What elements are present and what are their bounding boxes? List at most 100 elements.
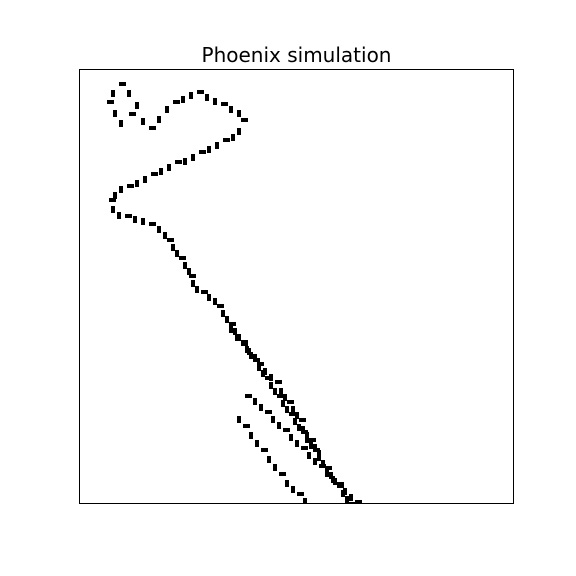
simulation-cell	[271, 416, 275, 423]
simulation-cell	[289, 434, 293, 441]
simulation-cell	[207, 294, 211, 301]
simulation-cell	[303, 498, 307, 503]
simulation-cell	[183, 158, 187, 165]
simulation-cell	[291, 486, 295, 493]
simulation-cell	[215, 142, 219, 149]
simulation-cell	[249, 432, 253, 439]
simulation-cell	[111, 90, 115, 97]
simulation-cell	[141, 218, 145, 225]
simulation-cell	[159, 168, 163, 175]
simulation-cell	[119, 82, 126, 86]
simulation-cell	[309, 442, 313, 449]
simulation-cell	[231, 134, 235, 141]
simulation-cell	[229, 106, 233, 113]
simulation-cell	[247, 348, 251, 355]
simulation-cell	[337, 484, 344, 488]
simulation-cell	[295, 440, 299, 447]
simulation-cell	[249, 352, 253, 359]
simulation-cell	[149, 126, 156, 130]
simulation-cell	[337, 482, 344, 486]
simulation-cell	[173, 100, 180, 104]
simulation-cell	[273, 464, 277, 471]
simulation-cell	[313, 444, 317, 451]
simulation-cell	[309, 438, 316, 442]
simulation-cell	[221, 310, 225, 317]
simulation-cell	[157, 226, 161, 233]
simulation-cell	[349, 502, 356, 503]
simulation-cell	[301, 446, 308, 450]
simulation-cell	[189, 274, 196, 278]
simulation-cell	[205, 94, 209, 101]
simulation-cell	[199, 150, 206, 154]
simulation-cell	[275, 380, 282, 384]
simulation-cell	[237, 416, 241, 423]
simulation-cell	[285, 406, 289, 413]
simulation-cell	[305, 432, 309, 439]
simulation-cell	[213, 98, 217, 105]
simulation-cell	[111, 206, 115, 213]
simulation-cell	[195, 286, 199, 293]
simulation-cell	[277, 422, 281, 429]
simulation-cell	[291, 406, 295, 413]
simulation-cell	[157, 116, 161, 123]
simulation-cell	[283, 428, 290, 432]
simulation-cell	[261, 448, 268, 452]
simulation-cell	[183, 262, 187, 269]
simulation-cell	[149, 222, 156, 226]
simulation-cell	[129, 112, 136, 116]
simulation-cell	[237, 334, 241, 341]
simulation-cell	[257, 362, 264, 366]
simulation-cell	[279, 388, 283, 395]
simulation-cell	[289, 412, 296, 416]
simulation-cell	[237, 110, 241, 117]
simulation-cell	[243, 424, 250, 428]
simulation-cell	[317, 450, 321, 457]
simulation-cell	[119, 120, 123, 127]
simulation-cell	[201, 290, 208, 294]
simulation-cell	[259, 404, 263, 411]
simulation-cell	[119, 186, 123, 193]
simulation-cell	[175, 160, 182, 164]
simulation-cell	[253, 398, 257, 405]
simulation-cell	[171, 244, 175, 251]
simulation-cell	[313, 458, 317, 465]
simulation-cell	[317, 454, 321, 461]
simulation-cell	[237, 128, 241, 135]
simulation-cell	[233, 328, 237, 335]
plot-title: Phoenix simulation	[201, 43, 392, 67]
simulation-cell	[165, 106, 169, 113]
simulation-cell	[355, 500, 362, 503]
simulation-cell	[277, 394, 284, 398]
simulation-cell	[167, 164, 171, 171]
simulation-cell	[301, 426, 305, 433]
simulation-cell	[293, 418, 297, 425]
simulation-cell	[267, 456, 271, 463]
simulation-cell	[319, 464, 326, 468]
simulation-cell	[235, 334, 239, 341]
simulation-cell	[125, 214, 132, 218]
simulation-cell	[255, 440, 259, 447]
simulation-cell	[191, 280, 195, 287]
simulation-cell	[257, 364, 261, 371]
simulation-cell	[265, 376, 272, 380]
simulation-cell	[269, 374, 273, 381]
simulation-cell	[141, 118, 145, 125]
simulation-cell	[167, 238, 174, 242]
simulation-cell	[175, 250, 179, 257]
simulation-cell	[191, 154, 195, 161]
simulation-cell	[273, 388, 277, 395]
simulation-cell	[189, 92, 193, 99]
simulation-cell	[305, 436, 309, 443]
simulation-cell	[217, 304, 224, 308]
simulation-cell	[325, 466, 332, 470]
simulation-cell	[179, 256, 186, 260]
simulation-cell	[297, 424, 301, 431]
simulation-cell	[113, 192, 117, 199]
simulation-cell	[143, 176, 147, 183]
simulation-cell	[181, 96, 185, 103]
simulation-cell	[253, 354, 257, 361]
simulation-cell	[213, 298, 217, 305]
simulation-cell	[263, 368, 267, 375]
simulation-cell	[207, 146, 211, 153]
simulation-cell	[133, 216, 137, 223]
